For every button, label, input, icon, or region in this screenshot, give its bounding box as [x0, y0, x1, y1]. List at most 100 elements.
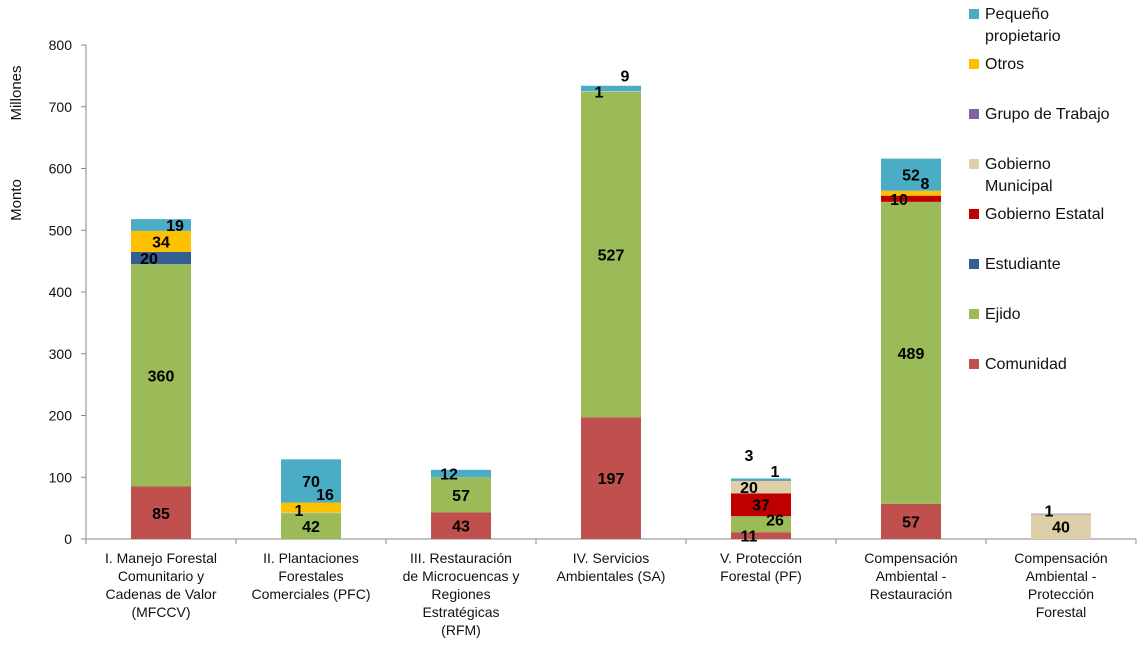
legend-label: Ejido [985, 306, 1021, 323]
bar-segment [131, 251, 191, 265]
data-label: 1 [295, 503, 304, 520]
data-label: 360 [148, 368, 175, 385]
y-axis-title-units: Millones [8, 65, 25, 120]
bar-segment [581, 417, 641, 539]
y-tick-label: 800 [49, 37, 73, 53]
data-label: 12 [440, 467, 458, 484]
x-category-label: I. Manejo Forestal [105, 550, 217, 566]
bar-segment [581, 91, 641, 418]
bar-segment [731, 478, 791, 481]
bar-segment [881, 190, 941, 196]
bar-segment [281, 502, 341, 513]
data-label: 43 [452, 519, 470, 536]
x-category-label: Compensación [1014, 550, 1107, 566]
data-label: 52 [902, 168, 920, 185]
data-label: 85 [152, 506, 170, 523]
data-label: 16 [316, 487, 334, 504]
data-label: 489 [898, 346, 925, 363]
data-label: 20 [140, 251, 158, 268]
x-category-label: Forestales [278, 568, 343, 584]
bar-segment [281, 512, 341, 514]
data-label: 57 [452, 488, 470, 505]
bar-segment [131, 486, 191, 539]
x-category-label: de Microcuencas y [403, 568, 520, 584]
bar-segment [131, 264, 191, 487]
data-label: 8 [921, 176, 930, 193]
x-category-label: (MFCCV) [131, 604, 190, 620]
legend-label: Grupo de Trabajo [985, 106, 1110, 123]
y-tick-label: 300 [49, 346, 73, 362]
bar-segment [881, 158, 941, 191]
bar-segment [581, 85, 641, 92]
legend-label: Otros [985, 56, 1024, 73]
x-category-label: Regiones [431, 586, 490, 602]
data-label: 19 [166, 218, 184, 235]
data-label: 10 [890, 192, 908, 209]
x-category-label: III. Restauración [410, 550, 512, 566]
legend-label: Municipal [985, 178, 1053, 195]
legend-swatch [969, 9, 979, 19]
y-tick-label: 500 [49, 222, 73, 238]
x-category-label: IV. Servicios [573, 550, 650, 566]
y-tick-label: 700 [49, 99, 73, 115]
data-label: 11 [741, 529, 758, 546]
legend-label: Pequeño [985, 6, 1049, 23]
axes: 0 100 200 300 400 500 600 700 800 [49, 37, 1137, 547]
y-axis-title: Monto Millones [8, 65, 25, 220]
legend-swatch [969, 59, 979, 69]
x-category-label: Estratégicas [422, 604, 499, 620]
x-category-label: (RFM) [441, 622, 481, 638]
bar-segment [731, 516, 791, 533]
bar-segment [581, 91, 641, 92]
legend-label: Gobierno [985, 156, 1051, 173]
x-category-label: Comunitario y [118, 568, 204, 584]
bar-segment [131, 230, 191, 252]
x-category-label: Forestal [1036, 604, 1087, 620]
x-category-label: Protección [1028, 586, 1094, 602]
data-label: 70 [302, 474, 320, 491]
y-tick-label: 400 [49, 284, 73, 300]
bar-segment [281, 513, 341, 539]
legend-swatch [969, 359, 979, 369]
legend-label: Comunidad [985, 356, 1067, 373]
y-axis-title-main: Monto [8, 179, 25, 221]
legend-swatch [969, 209, 979, 219]
y-tick-label: 0 [64, 531, 72, 547]
data-label: 3 [745, 448, 754, 465]
legend-label: Gobierno Estatal [985, 206, 1104, 223]
x-category-label: Ambientales (SA) [557, 568, 666, 584]
bar-segment [731, 480, 791, 494]
data-label: 34 [152, 234, 170, 251]
data-label: 1 [771, 464, 780, 481]
legend-swatch [969, 159, 979, 169]
data-label: 57 [902, 514, 920, 531]
bar-segment [131, 219, 191, 231]
bars [131, 85, 1091, 539]
legend-label: Estudiante [985, 256, 1061, 273]
bar-segment [1031, 513, 1091, 515]
x-category-label: Forestal (PF) [720, 568, 802, 584]
bar-segment [731, 493, 791, 517]
data-label: 527 [598, 248, 625, 265]
legend: Pequeño propietario Otros Grupo de Trabajo G… [969, 6, 1110, 373]
y-tick-label: 200 [49, 408, 73, 424]
data-label: 9 [621, 69, 630, 86]
x-category-label: II. Plantaciones [263, 550, 359, 566]
bar-segment [731, 480, 791, 481]
bar-segment [431, 469, 491, 478]
y-tick-label: 100 [49, 469, 73, 485]
bar-segment [881, 195, 941, 202]
legend-label: propietario [985, 28, 1061, 45]
legend-swatch [969, 109, 979, 119]
data-label: 37 [752, 498, 770, 515]
data-label: 20 [740, 480, 758, 497]
bar-segment [431, 477, 491, 513]
x-category-label: Cadenas de Valor [105, 586, 216, 602]
data-label: 26 [766, 513, 784, 530]
bar-segment [731, 532, 791, 539]
x-category-label: Comerciales (PFC) [251, 586, 370, 602]
data-label: 1 [595, 85, 604, 102]
x-category-label: Ambiental - [1026, 568, 1097, 584]
